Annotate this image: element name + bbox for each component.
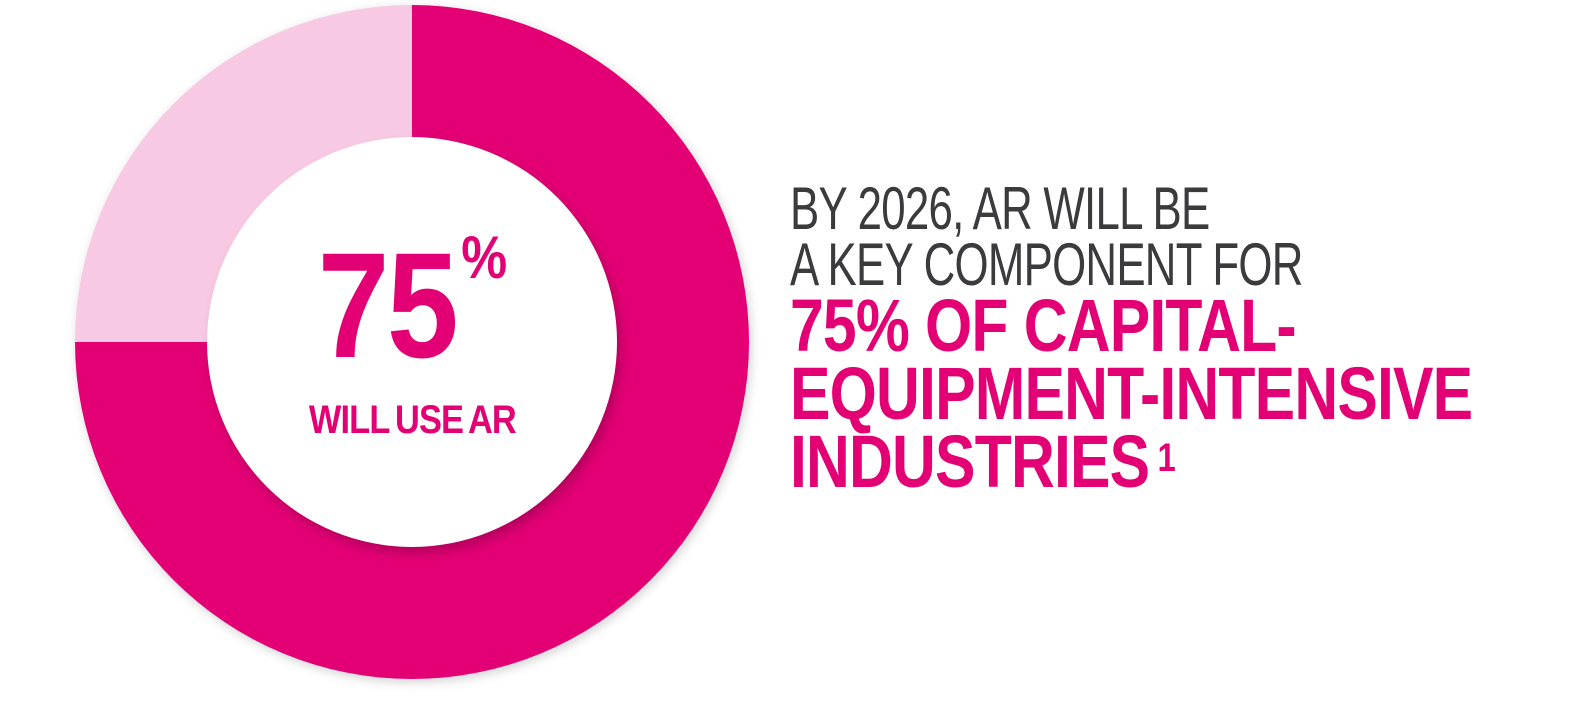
headline-magenta-line-2: EQUIPMENT-INTENSIVE <box>790 352 1473 435</box>
center-percentage-value: 75 <box>317 221 458 389</box>
center-percentage: 75% <box>308 228 515 381</box>
headline-magenta-line-3: INDUSTRIES 1 <box>790 425 1472 499</box>
headline-dark-lines: BY 2026, AR WILL BE A KEY COMPONENT FOR <box>790 175 1303 298</box>
headline-magenta-line-1: 75% OF CAPITAL- <box>790 284 1297 367</box>
donut-center-text: 75% WILL USE AR <box>308 228 516 454</box>
headline-industries-text: INDUSTRIES <box>790 420 1150 503</box>
headline-dark-line-1: BY 2026, AR WILL BE <box>790 175 1210 242</box>
headline-dark-line-2: A KEY COMPONENT FOR <box>790 231 1303 298</box>
donut-hole: 75% WILL USE AR <box>207 137 617 547</box>
donut-chart: 75% WILL USE AR <box>75 5 749 679</box>
footnote-marker: 1 <box>1157 436 1175 480</box>
center-caption: WILL USE AR <box>308 398 516 442</box>
center-percent-sign: % <box>460 224 507 291</box>
headline-magenta-lines: 75% OF CAPITAL- EQUIPMENT-INTENSIVE INDU… <box>790 284 1473 499</box>
